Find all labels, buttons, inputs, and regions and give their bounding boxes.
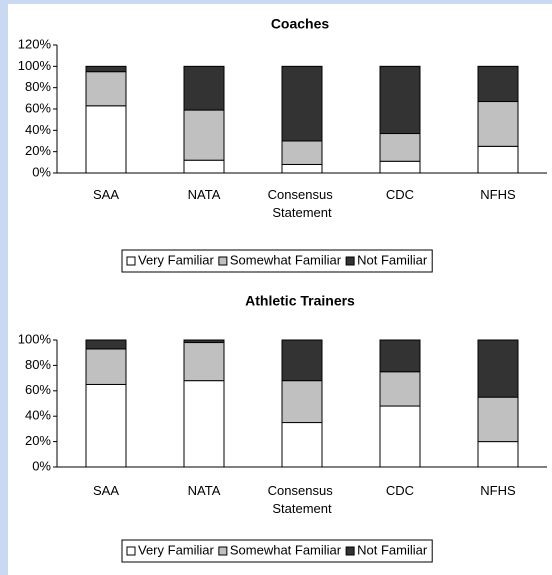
bar-segment [85, 105, 127, 174]
bar-segment [379, 133, 421, 162]
bar-segment [281, 140, 323, 165]
x-tick-label: Consensus Statement [268, 483, 337, 516]
bar-segment [281, 380, 323, 424]
bar-segment [183, 342, 225, 382]
legend-label: Not Familiar [357, 542, 428, 557]
bar-segment [85, 348, 127, 385]
y-tick-label: 60% [25, 382, 51, 397]
bar-segment [183, 380, 225, 468]
legend-label: Very Familiar [138, 542, 215, 557]
x-tick-label: CDC [386, 483, 414, 498]
bar-segment [281, 339, 323, 382]
bar-segment [477, 65, 519, 103]
y-tick-label: 40% [25, 122, 51, 137]
chart-title: Coaches [271, 16, 330, 32]
bar-segment [85, 65, 127, 73]
bar-segment [379, 371, 421, 407]
legend-swatch [126, 546, 136, 556]
x-tick-label: SAA [93, 187, 119, 202]
legend-label: Not Familiar [357, 252, 428, 267]
bar-segment [379, 160, 421, 174]
y-tick-label: 20% [25, 433, 51, 448]
legend: Very Familiar Somewhat Familiar Not Famili… [121, 249, 433, 273]
bar-segment [379, 339, 421, 373]
x-tick-label: SAA [93, 483, 119, 498]
x-tick-label: Consensus Statement [268, 187, 337, 220]
legend-box [121, 249, 433, 273]
legend-swatch [345, 546, 355, 556]
y-tick-label: 20% [25, 143, 51, 158]
legend-label: Somewhat Familiar [230, 542, 342, 557]
bar-segment [281, 65, 323, 142]
x-tick-label: NATA [188, 187, 221, 202]
legend-label: Very Familiar [138, 252, 215, 267]
y-tick-label: 80% [25, 357, 51, 372]
y-tick-label: 100% [18, 58, 52, 73]
x-tick-label: NATA [188, 483, 221, 498]
y-tick-label: 120% [18, 36, 52, 51]
bar-segment [379, 405, 421, 468]
bar-segment [85, 339, 127, 350]
legend-swatch [218, 256, 228, 266]
bar-segment [477, 101, 519, 147]
bar-segment [183, 159, 225, 174]
bar-segment [85, 71, 127, 107]
y-tick-label: 100% [18, 331, 52, 346]
y-tick-label: 60% [25, 100, 51, 115]
bar-segment [477, 441, 519, 468]
bar-segment [477, 339, 519, 398]
y-tick-label: 0% [32, 458, 51, 473]
legend-swatch [345, 256, 355, 266]
legend-label: Somewhat Familiar [230, 252, 342, 267]
legend-swatch [218, 546, 228, 556]
x-tick-label: CDC [386, 187, 414, 202]
bar-segment [379, 65, 421, 135]
bar-segment [477, 396, 519, 443]
bar-segment [183, 109, 225, 161]
y-tick-label: 0% [32, 164, 51, 179]
y-tick-label: 80% [25, 79, 51, 94]
bar-segment [477, 145, 519, 174]
bar-segment [281, 163, 323, 174]
legend: Very Familiar Somewhat Familiar Not Famili… [121, 539, 433, 563]
bar-segment [281, 422, 323, 468]
y-tick-label: 40% [25, 408, 51, 423]
bar-segment [183, 65, 225, 111]
x-tick-label: NFHS [480, 187, 516, 202]
bar-segment [183, 339, 225, 344]
chart-title: Athletic Trainers [245, 293, 355, 309]
legend-swatch [126, 256, 136, 266]
legend-box [121, 539, 433, 563]
x-tick-label: NFHS [480, 483, 516, 498]
bar-segment [85, 383, 127, 468]
